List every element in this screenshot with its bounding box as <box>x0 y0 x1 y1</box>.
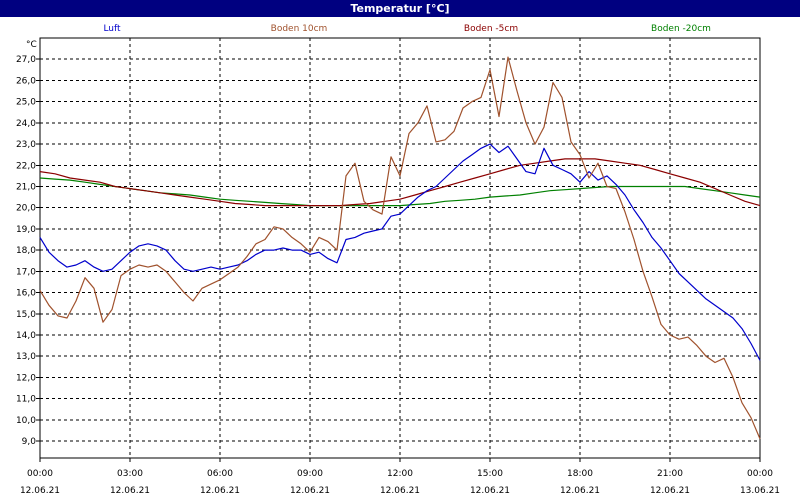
legend-item-1: Luft <box>103 24 121 34</box>
x-tick-date-label: 12.06.21 <box>290 486 330 496</box>
series-line-3 <box>39 158 761 207</box>
x-tick-time-label: 03:00 <box>117 469 143 479</box>
series-line-2 <box>39 56 761 440</box>
grid <box>40 38 760 458</box>
y-tick-label: 21,0 <box>16 182 36 192</box>
y-tick-label: 25,0 <box>16 98 36 108</box>
y-tick-label: 27,0 <box>16 55 36 65</box>
y-tick-label: 17,0 <box>16 267 36 277</box>
chart-title: Temperatur [°C] <box>0 0 800 17</box>
axes: 9,0 10,0 11,0 12,0 13,0 14,0 15,0 16,0 17,0 18,0 1… <box>16 37 780 496</box>
x-tick-time-label: 09:00 <box>297 469 323 479</box>
x-tick-time-label: 15:00 <box>477 469 503 479</box>
y-axis-unit-label: °C <box>26 40 37 50</box>
y-tick-label: 22,0 <box>16 161 36 171</box>
y-tick-label: 24,0 <box>16 119 36 129</box>
y-tick-label: 13,0 <box>16 352 36 362</box>
y-tick-label: 20,0 <box>16 204 36 214</box>
y-tick-label: 15,0 <box>16 310 36 320</box>
x-tick-date-label: 12.06.21 <box>110 486 150 496</box>
x-tick-date-label: 12.06.21 <box>560 486 600 496</box>
x-tick-time-label: 21:00 <box>657 469 683 479</box>
x-tick-time-label: 00:00 <box>747 469 773 479</box>
y-tick-label: 26,0 <box>16 76 36 86</box>
x-tick-date-label: 12.06.21 <box>20 486 60 496</box>
x-tick-time-label: 06:00 <box>207 469 233 479</box>
legend-item-3: Boden -5cm <box>464 24 518 34</box>
y-tick-label: 19,0 <box>16 225 36 235</box>
x-tick-time-label: 00:00 <box>27 469 53 479</box>
x-tick-date-label: 12.06.21 <box>380 486 420 496</box>
x-tick-date-label: 12.06.21 <box>200 486 240 496</box>
x-tick-time-label: 18:00 <box>567 469 593 479</box>
series-line-1 <box>39 143 761 361</box>
series-lines <box>39 56 761 440</box>
y-tick-label: 18,0 <box>16 246 36 256</box>
x-tick-date-label: 12.06.21 <box>470 486 510 496</box>
y-tick-label: 16,0 <box>16 289 36 299</box>
y-tick-label: 11,0 <box>16 395 36 405</box>
temperature-chart: Luft Boden 10cm Boden -5cm Boden -20cm 9,0 1… <box>0 17 800 500</box>
legend-item-4: Boden -20cm <box>651 24 711 34</box>
plot-frame <box>39 37 761 459</box>
y-tick-label: 10,0 <box>16 416 36 426</box>
x-tick-time-label: 12:00 <box>387 469 413 479</box>
plot-wrap: Luft Boden 10cm Boden -5cm Boden -20cm 9,0 1… <box>0 17 800 500</box>
y-tick-label: 9,0 <box>22 437 37 447</box>
y-tick-label: 14,0 <box>16 331 36 341</box>
x-tick-date-label: 12.06.21 <box>650 486 690 496</box>
y-tick-label: 23,0 <box>16 140 36 150</box>
legend-item-2: Boden 10cm <box>271 24 328 34</box>
y-tick-label: 12,0 <box>16 373 36 383</box>
x-tick-date-label: 13.06.21 <box>740 486 780 496</box>
legend: Luft Boden 10cm Boden -5cm Boden -20cm <box>103 24 711 34</box>
plot-background <box>0 17 800 500</box>
